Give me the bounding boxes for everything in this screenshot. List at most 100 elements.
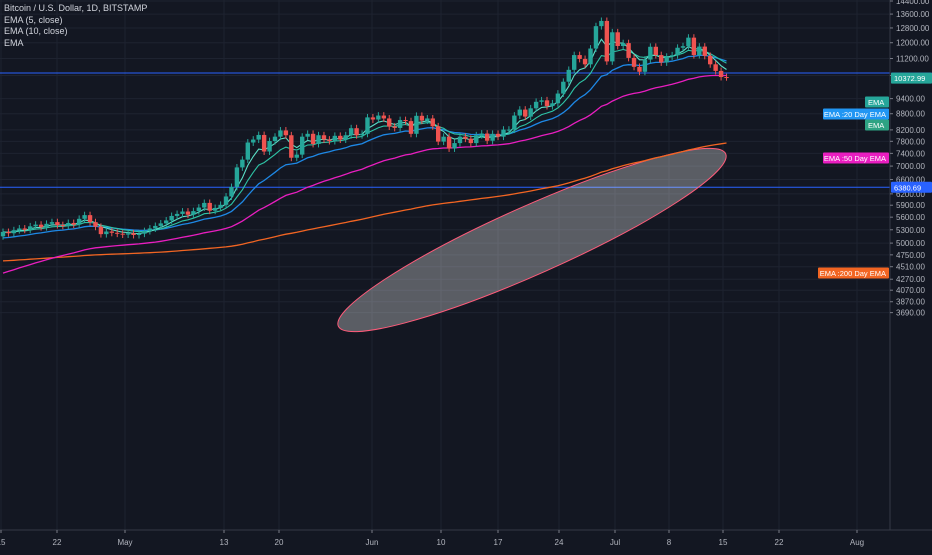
price-tick-label: 4510.00	[896, 263, 925, 272]
candle-body	[446, 136, 452, 149]
candle-body	[555, 93, 561, 104]
candle-body	[708, 55, 713, 65]
legend-ema-5[interactable]: EMA (5, close)	[4, 14, 63, 25]
price-tick-label: 8200.00	[896, 126, 925, 135]
candle-body	[234, 167, 240, 187]
candle	[718, 67, 724, 81]
horizontal-lines[interactable]	[0, 72, 890, 188]
support-level-tag: 6380.69	[891, 181, 932, 193]
candle-body	[626, 43, 631, 58]
candle-body	[22, 228, 27, 230]
candle	[278, 127, 283, 141]
candle	[479, 130, 484, 139]
candle	[174, 210, 180, 220]
candle	[251, 136, 256, 146]
legend-ema-10[interactable]: EMA (10, close)	[4, 26, 68, 36]
candle	[267, 137, 272, 155]
candle	[463, 133, 468, 143]
candle-body	[506, 129, 512, 131]
candle-body	[648, 46, 653, 60]
candle-body	[310, 133, 316, 144]
candle-body	[550, 103, 555, 107]
candle	[131, 229, 136, 239]
highlight-ellipse[interactable]	[324, 123, 739, 358]
time-tick-label: 8	[667, 538, 672, 547]
candle-body	[202, 202, 207, 208]
legend-ema[interactable]: EMA	[4, 37, 24, 48]
candle-body	[702, 46, 707, 56]
candle-body	[495, 133, 501, 137]
candle	[631, 54, 637, 71]
candle	[300, 133, 305, 159]
candle	[125, 229, 131, 239]
ema-50-tag-text: EMA :50 Day EMA	[824, 154, 886, 163]
candle	[691, 34, 697, 59]
candle	[38, 221, 44, 231]
price-tick-label: 8800.00	[896, 110, 925, 119]
candle-body	[115, 232, 120, 234]
candle	[588, 45, 593, 68]
candle-body	[512, 115, 517, 130]
candle	[11, 226, 17, 237]
candle-body	[392, 126, 397, 128]
candle-body	[490, 133, 495, 141]
candle-body	[697, 46, 702, 56]
candle	[561, 78, 566, 98]
symbol-title[interactable]: Bitcoin / U.S. Dollar, 1D, BITSTAMP	[4, 3, 148, 13]
price-scale-labels: EMA EMA :20 Day EMA EMA EMA :50 Day EMA EMA …	[818, 72, 932, 279]
candles	[0, 17, 729, 240]
candle	[653, 43, 658, 59]
candle	[98, 223, 104, 238]
candle-body	[659, 55, 664, 63]
price-axis-bg	[890, 0, 932, 550]
price-tick-label: 4270.00	[896, 275, 925, 284]
candle	[33, 221, 38, 230]
candle	[544, 96, 550, 110]
candle-body	[180, 211, 185, 214]
candle	[539, 96, 544, 106]
candle-body	[403, 120, 408, 122]
candle-body	[283, 130, 289, 136]
candle	[223, 193, 229, 209]
time-axis[interactable]: 15 22 May 13 20 Jun 10 17 24 Jul 8 15 22 Aug	[0, 529, 932, 550]
candle-body	[76, 218, 82, 225]
candle-body	[207, 202, 212, 211]
candle-body	[724, 77, 729, 79]
candle	[457, 133, 463, 147]
candle-body	[218, 204, 223, 208]
candle	[669, 51, 675, 61]
price-tick-label: 12000.00	[896, 39, 930, 48]
candle	[713, 60, 718, 75]
candle	[501, 126, 506, 141]
candle	[626, 39, 631, 62]
price-tick-label: 7800.00	[896, 137, 925, 146]
candle	[376, 112, 381, 123]
candle-body	[316, 135, 321, 144]
ema-20-tag: EMA :20 Day EMA	[823, 108, 889, 120]
candle-body	[0, 231, 6, 237]
highlight-ellipse[interactable]	[324, 123, 739, 358]
candle-body	[561, 81, 566, 94]
candle	[724, 73, 729, 81]
price-axis[interactable]: 14400.00 13600.00 12800.00 12000.00 11200.00…	[889, 0, 932, 550]
candle	[708, 52, 713, 68]
candle	[93, 218, 98, 231]
candle	[397, 116, 403, 132]
candle	[202, 199, 207, 212]
candle	[55, 218, 60, 229]
candle-body	[33, 224, 38, 227]
candle	[76, 215, 82, 229]
time-tick-label: 15	[0, 538, 6, 547]
candle-body	[566, 69, 571, 82]
candle-body	[544, 100, 550, 107]
price-tick-label: 9400.00	[896, 95, 925, 104]
candle	[474, 131, 479, 147]
candle	[49, 218, 55, 228]
candle-body	[294, 154, 299, 158]
candle	[234, 163, 240, 191]
candle-body	[680, 46, 686, 48]
candle-body	[267, 141, 272, 152]
candle-body	[289, 135, 294, 158]
